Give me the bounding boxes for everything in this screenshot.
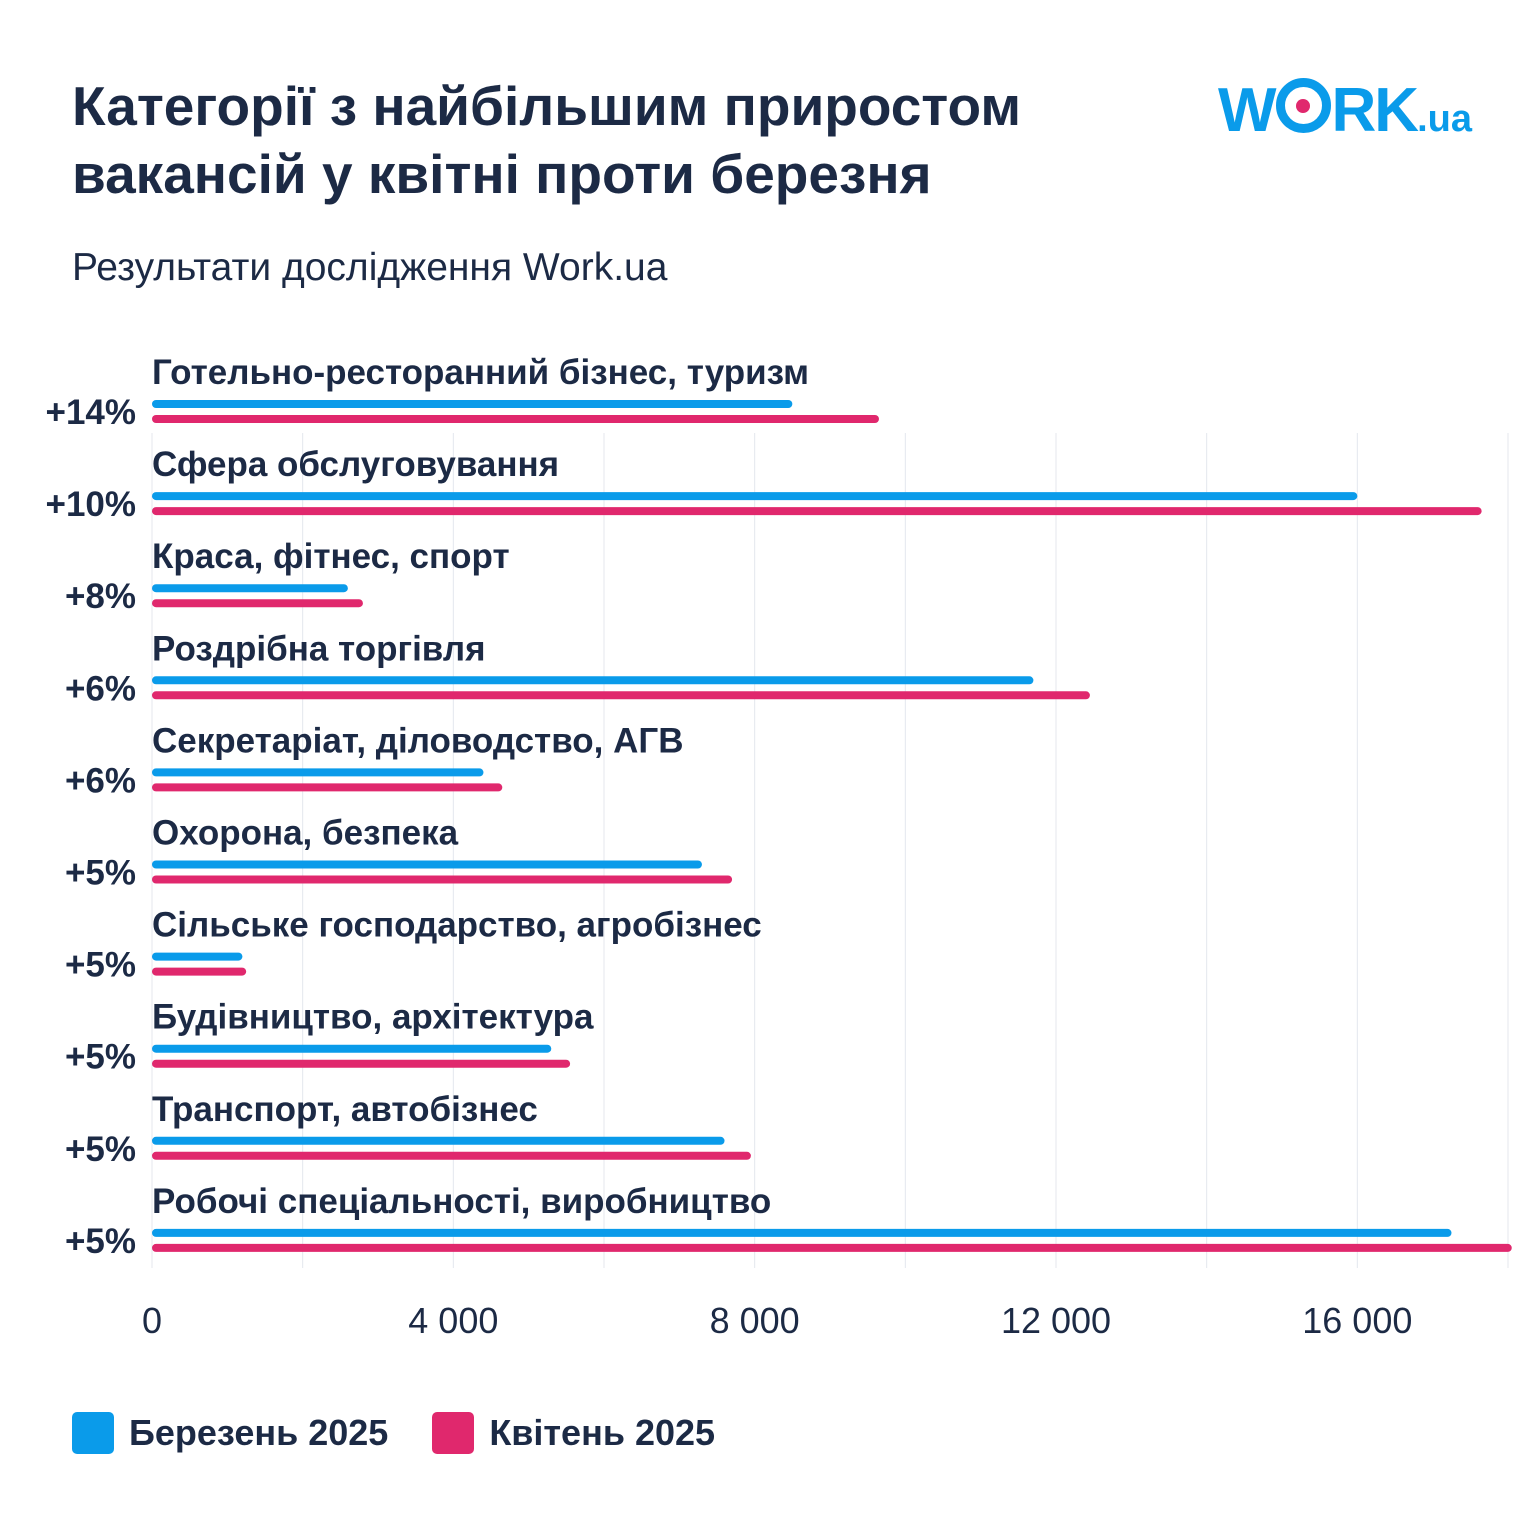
bar-april — [152, 875, 733, 884]
bar-march — [152, 584, 348, 593]
logo-letter-w: W — [1218, 76, 1277, 145]
growth-label: +6% — [65, 761, 136, 800]
bar-april — [152, 507, 1482, 516]
growth-label: +5% — [65, 1038, 136, 1077]
legend-label-april: Квітень 2025 — [489, 1412, 716, 1453]
x-axis-ticks: 0 4 000 8 000 12 000 16 000 — [142, 1300, 1412, 1341]
growth-label: +8% — [65, 577, 136, 616]
bar-march — [152, 400, 793, 408]
category-label: Готельно-ресторанний бізнес, туризм — [152, 353, 809, 392]
bar-april — [152, 691, 1090, 700]
growth-label: +5% — [65, 1222, 136, 1261]
chart-title: Категорії з найбільшим приростом вакансі… — [72, 72, 1192, 208]
x-tick-label: 16 000 — [1302, 1300, 1412, 1341]
bar-april — [152, 1243, 1512, 1252]
logo-target-icon — [1275, 78, 1331, 133]
x-tick-label: 0 — [142, 1300, 162, 1341]
bar-april — [152, 1059, 571, 1068]
legend-swatch-march — [72, 1412, 114, 1454]
bar-april — [152, 967, 247, 976]
legend-swatch-april — [432, 1412, 475, 1454]
bar-april — [152, 783, 503, 792]
bar-chart: 0 4 000 8 000 12 000 16 000 Готельно-рестора… — [46, 353, 1512, 1341]
growth-label: +6% — [65, 669, 136, 708]
legend-item-march: Березень 2025 — [72, 1412, 388, 1454]
legend-item-april: Квітень 2025 — [432, 1412, 715, 1454]
growth-label: +5% — [65, 1130, 136, 1169]
bar-march — [152, 860, 702, 869]
x-tick-label: 8 000 — [710, 1300, 800, 1341]
category-label: Сільське господарство, агробізнес — [152, 906, 762, 945]
category-label: Секретаріат, діловодство, АГВ — [152, 721, 683, 760]
bar-march — [152, 1228, 1452, 1237]
category-label: Сфера обслуговування — [152, 445, 559, 484]
bar-march — [152, 676, 1034, 685]
growth-label: +5% — [65, 946, 136, 985]
logo-letters-rk: RK — [1331, 76, 1420, 145]
bar-march — [152, 492, 1358, 501]
growth-label: +5% — [65, 854, 136, 893]
bar-march — [152, 952, 243, 961]
work-ua-logo: W RK.ua — [1218, 76, 1472, 146]
category-label: Охорона, безпека — [152, 814, 459, 853]
bar-march — [152, 1044, 552, 1053]
legend-label-march: Березень 2025 — [129, 1412, 389, 1453]
category-label: Робочі спеціальності, виробництво — [152, 1182, 771, 1221]
bar-march — [152, 1136, 725, 1145]
grid-lines — [151, 433, 1509, 1268]
bar-april — [152, 599, 363, 608]
logo-suffix: .ua — [1417, 98, 1472, 140]
category-label: Краса, фітнес, спорт — [152, 537, 510, 576]
category-labels: Готельно-ресторанний бізнес, туризм +14% С… — [46, 353, 810, 1261]
x-tick-label: 12 000 — [1001, 1300, 1111, 1341]
category-label: Транспорт, автобізнес — [152, 1090, 538, 1129]
bars — [152, 400, 1512, 1252]
category-label: Будівництво, архітектура — [152, 998, 594, 1037]
bar-march — [152, 768, 484, 777]
x-tick-label: 4 000 — [408, 1300, 498, 1341]
growth-label: +10% — [46, 485, 137, 524]
category-label: Роздрібна торгівля — [152, 629, 486, 668]
legend: Березень 2025 Квітень 2025 — [72, 1412, 759, 1454]
bar-april — [152, 1151, 751, 1160]
chart-title-line-1: Категорії з найбільшим приростом — [72, 75, 1022, 137]
chart-subtitle: Результати дослідження Work.ua — [72, 246, 668, 289]
chart-title-line-2: вакансій у квітні проти березня — [72, 143, 932, 205]
growth-label: +14% — [46, 393, 137, 432]
bar-april — [152, 415, 879, 423]
